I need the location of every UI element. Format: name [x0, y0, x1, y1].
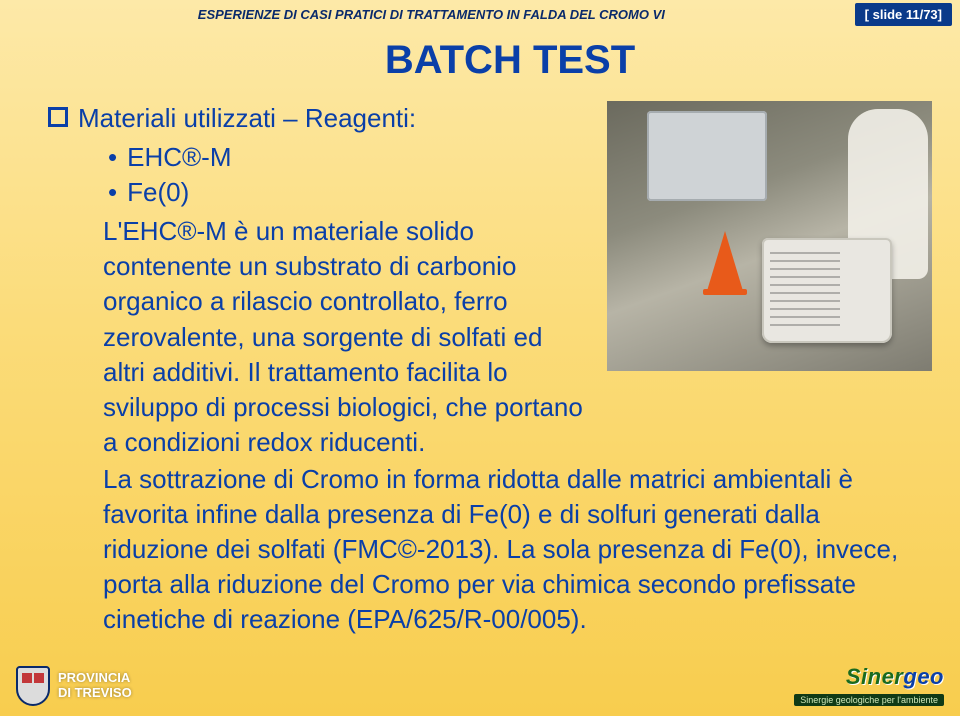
brand-part-green: Siner: [846, 664, 904, 689]
sub-bullet-item: Fe(0): [108, 175, 589, 210]
province-shield-icon: [16, 666, 50, 706]
photo-bucket: [762, 238, 892, 343]
paragraph-full: La sottrazione di Cromo in forma ridotta…: [48, 462, 932, 637]
sinergeo-logo: Sinergeo Sinergie geologiche per l'ambie…: [794, 664, 944, 708]
brand-part-blue: geo: [903, 664, 944, 689]
bullet-heading: Materiali utilizzati – Reagenti:: [48, 101, 589, 136]
slide-counter: [ slide 11/73]: [855, 3, 952, 26]
photo-traffic-cone: [707, 231, 743, 291]
field-photo: [607, 101, 932, 371]
slide-title: BATCH TEST: [60, 38, 960, 83]
province-line2: DI TREVISO: [58, 686, 132, 701]
bullet-square-icon: [48, 107, 68, 127]
photo-machine: [647, 111, 767, 201]
content-area: Materiali utilizzati – Reagenti: EHC®-M …: [0, 101, 960, 637]
footer: PROVINCIA DI TREVISO Sinergeo Sinergie g…: [0, 662, 960, 716]
paragraph-left: L'EHC®-M è un materiale solido contenent…: [48, 214, 589, 460]
context-title: ESPERIENZE DI CASI PRATICI DI TRATTAMENT…: [8, 7, 855, 22]
sub-bullet-item: EHC®-M: [108, 140, 589, 175]
brand-subtitle: Sinergie geologiche per l'ambiente: [794, 694, 944, 706]
bullet-heading-text: Materiali utilizzati – Reagenti:: [78, 101, 416, 136]
sub-bullet-list: EHC®-M Fe(0): [48, 140, 589, 210]
province-logo: PROVINCIA DI TREVISO: [16, 666, 132, 706]
header-bar: ESPERIENZE DI CASI PRATICI DI TRATTAMENT…: [0, 0, 960, 28]
province-line1: PROVINCIA: [58, 671, 132, 686]
